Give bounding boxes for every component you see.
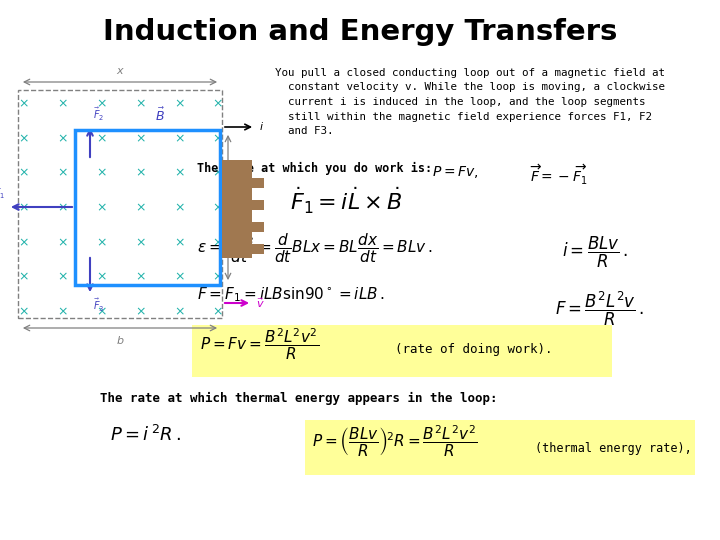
Text: $\vec{F}_2$: $\vec{F}_2$ [93,106,104,123]
Text: ×: × [212,236,223,249]
Text: and F3.: and F3. [275,126,333,136]
Text: ×: × [96,306,107,319]
Text: ×: × [135,132,145,145]
Text: constant velocity v. While the loop is moving, a clockwise: constant velocity v. While the loop is m… [275,83,665,92]
Text: ×: × [212,271,223,284]
Text: ×: × [96,167,107,180]
Text: ×: × [174,271,184,284]
Bar [18,90,222,318]
Text: ×: × [19,98,30,111]
Text: ×: × [58,167,68,180]
Text: $\overrightarrow{F} = -\overrightarrow{F_1}$: $\overrightarrow{F} = -\overrightarrow{F… [530,163,588,187]
Text: x: x [117,66,123,76]
Bar [192,325,612,377]
Bar [250,200,264,210]
Text: ×: × [96,132,107,145]
Text: $\vec{B}$: $\vec{B}$ [155,106,165,124]
Text: ×: × [174,98,184,111]
Text: ×: × [174,236,184,249]
Text: $\dot{F}_1 = i\dot{L} \times \dot{B}$: $\dot{F}_1 = i\dot{L} \times \dot{B}$ [290,185,402,215]
Text: ×: × [174,306,184,319]
Bar [75,130,220,285]
Text: ×: × [212,306,223,319]
Text: You pull a closed conducting loop out of a magnetic field at: You pull a closed conducting loop out of… [275,68,665,78]
Bar [222,160,252,258]
Text: The rate at which thermal energy appears in the loop:: The rate at which thermal energy appears… [100,392,498,405]
Text: ×: × [19,132,30,145]
Text: $\vec{F}_1$: $\vec{F}_1$ [0,184,5,201]
Text: b: b [117,336,124,346]
Text: L: L [235,202,241,212]
Text: ×: × [212,201,223,214]
Text: ×: × [19,201,30,214]
Text: ×: × [174,201,184,214]
Bar [250,244,264,254]
Text: $P = \left(\dfrac{BLv}{R}\right)^{\!2} R = \dfrac{B^2 L^2 v^2}{R}$: $P = \left(\dfrac{BLv}{R}\right)^{\!2} R… [312,424,477,460]
Text: ×: × [58,306,68,319]
Text: ×: × [58,132,68,145]
Text: current i is induced in the loop, and the loop segments: current i is induced in the loop, and th… [275,97,646,107]
Text: ×: × [58,201,68,214]
Text: ×: × [96,201,107,214]
Text: ×: × [135,271,145,284]
Text: ×: × [212,167,223,180]
Text: ×: × [174,167,184,180]
Text: ×: × [96,271,107,284]
Text: still within the magnetic field experience forces F1, F2: still within the magnetic field experien… [275,111,652,122]
Text: ×: × [135,306,145,319]
Text: ×: × [19,167,30,180]
Text: ×: × [135,98,145,111]
Bar [250,178,264,188]
Text: ×: × [19,306,30,319]
Text: The rate at which you do work is:: The rate at which you do work is: [197,162,432,175]
Text: ×: × [212,98,223,111]
Text: ×: × [58,271,68,284]
Text: ×: × [19,271,30,284]
Text: $F = F_1 = iLB\sin\!90^\circ = iLB\,.$: $F = F_1 = iLB\sin\!90^\circ = iLB\,.$ [197,285,384,303]
Text: (rate of doing work).: (rate of doing work). [395,343,552,356]
Text: ×: × [135,167,145,180]
Text: ×: × [135,236,145,249]
Text: $F = \dfrac{B^2 L^2 v}{R}\,.$: $F = \dfrac{B^2 L^2 v}{R}\,.$ [555,290,644,328]
Text: $P = i^{\,2} R\,.$: $P = i^{\,2} R\,.$ [110,425,181,445]
Text: ×: × [58,98,68,111]
Text: ×: × [174,132,184,145]
Text: (thermal energy rate),: (thermal energy rate), [535,442,692,455]
Text: $\vec{F}_3$: $\vec{F}_3$ [93,297,104,314]
Bar [305,420,695,475]
Text: ×: × [135,201,145,214]
Text: Induction and Energy Transfers: Induction and Energy Transfers [103,18,617,46]
Text: $P = Fv,$: $P = Fv,$ [432,164,479,180]
Text: $P = Fv = \dfrac{B^2 L^2 v^2}{R}$: $P = Fv = \dfrac{B^2 L^2 v^2}{R}$ [200,327,319,362]
Text: ×: × [19,236,30,249]
Text: ×: × [96,236,107,249]
Text: i: i [260,122,263,132]
Bar [250,222,264,232]
Text: $\vec{v}$: $\vec{v}$ [256,296,265,310]
Text: $\varepsilon = \dfrac{d\Phi_B}{dt} = \dfrac{d}{dt}BLx = BL\dfrac{dx}{dt} = BLv\,: $\varepsilon = \dfrac{d\Phi_B}{dt} = \df… [197,230,433,266]
Text: ×: × [58,236,68,249]
Text: $i = \dfrac{BLv}{R}\,.$: $i = \dfrac{BLv}{R}\,.$ [562,235,628,270]
Text: ×: × [96,98,107,111]
Text: ×: × [212,132,223,145]
